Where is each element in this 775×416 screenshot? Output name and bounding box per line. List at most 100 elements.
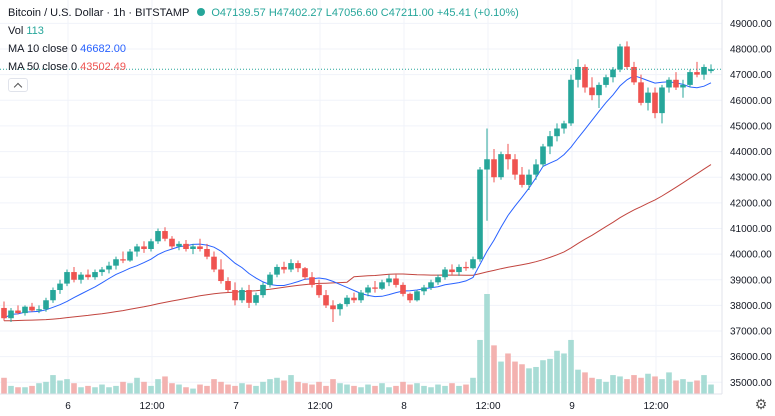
volume-bar	[78, 387, 84, 394]
volume-bar	[526, 368, 532, 394]
candle-body	[624, 46, 630, 67]
volume-bar	[519, 364, 525, 394]
y-tick-label: 36000.00	[730, 352, 772, 363]
volume-bar	[29, 385, 35, 394]
candle-body	[708, 69, 714, 72]
volume-bar	[260, 381, 266, 394]
volume-bar	[43, 381, 49, 394]
vol-label: Vol	[8, 25, 24, 37]
ma10-path	[3, 75, 712, 319]
ohlc-change: +45.41 (+0.10%)	[436, 7, 519, 19]
candle-body	[379, 282, 385, 289]
volume-bar	[610, 375, 616, 394]
x-tick-label: 9	[569, 401, 575, 412]
legend-vol-row[interactable]: Vol 113	[8, 22, 519, 40]
volume-bar	[183, 387, 189, 394]
volume-bar	[701, 375, 707, 394]
volume-bar	[673, 380, 679, 394]
volume-bar	[582, 372, 588, 394]
volume-bar	[596, 379, 602, 394]
candle-body	[519, 174, 525, 185]
candle-body	[141, 246, 147, 249]
candle-body	[449, 269, 455, 273]
legend-ma10-row[interactable]: MA 10 close 0 46682.00	[8, 40, 519, 58]
candle-body	[470, 259, 476, 269]
volume-bar	[274, 377, 280, 394]
volume-bar	[134, 377, 140, 394]
candle-body	[99, 269, 105, 273]
volume-bar	[589, 377, 595, 394]
candle-body	[638, 82, 644, 103]
candle-body	[302, 268, 308, 278]
candle-body	[372, 287, 378, 289]
volume-bar	[267, 379, 273, 394]
volume-bar	[617, 376, 623, 394]
volume-bar	[169, 383, 175, 394]
x-tick-label: 8	[401, 401, 407, 412]
candle-body	[232, 290, 238, 301]
candle-body	[456, 266, 462, 273]
candle-body	[246, 290, 252, 303]
candle-body	[554, 128, 560, 137]
volume-bar	[64, 379, 70, 394]
volume-bar	[491, 345, 497, 394]
candle-body	[281, 266, 287, 270]
volume-bar	[141, 381, 147, 394]
candle-body	[36, 309, 42, 311]
candle-body	[50, 290, 56, 301]
volume-bar	[246, 384, 252, 394]
candle-body	[645, 92, 651, 103]
volume-bar	[687, 381, 693, 394]
ma50-path	[3, 164, 712, 322]
candle-body	[505, 154, 511, 160]
candle-body	[631, 66, 637, 83]
candle-body	[127, 251, 133, 261]
y-tick-label: 47000.00	[730, 70, 772, 81]
volume-bar	[694, 380, 700, 394]
candle-body	[260, 284, 266, 296]
candle-body	[533, 164, 539, 175]
volume-bar	[316, 381, 322, 394]
candle-body	[694, 72, 700, 75]
volume-bar	[505, 353, 511, 394]
volume-bar	[253, 385, 259, 394]
volume-bar	[92, 387, 98, 394]
volume-bar	[652, 376, 658, 394]
candle-body	[92, 272, 98, 278]
candle-body	[575, 66, 581, 80]
candle-body	[561, 123, 567, 129]
candle-body	[414, 291, 420, 301]
candle-body	[666, 79, 672, 88]
candle-body	[211, 256, 217, 270]
candle-body	[344, 297, 350, 305]
candle-body	[680, 84, 686, 88]
candle-body	[547, 136, 553, 147]
candle-body	[589, 87, 595, 96]
symbol-title[interactable]: Bitcoin / U.S. Dollar · 1h · BITSTAMP	[8, 7, 190, 19]
legend-ma50-row[interactable]: MA 50 close 0 43502.49	[8, 58, 519, 76]
candle-body	[407, 293, 413, 301]
candle-body	[57, 283, 63, 291]
x-tick-label: 7	[233, 401, 239, 412]
volume-bar	[71, 383, 77, 394]
volume-bar	[575, 369, 581, 394]
volume-bar	[337, 383, 343, 394]
candle-body	[43, 300, 49, 310]
candle-body	[155, 231, 161, 242]
volume-bar	[281, 380, 287, 394]
y-tick-label: 40000.00	[730, 250, 772, 261]
candle-body	[134, 246, 140, 252]
ma50-line	[3, 164, 712, 322]
volume-bar	[120, 381, 126, 394]
volume-bar	[638, 377, 644, 394]
candle-body	[29, 306, 35, 311]
volume-bar	[330, 379, 336, 394]
volume-bar	[309, 384, 315, 394]
candle-body	[393, 278, 399, 285]
collapse-legend-icon[interactable]	[8, 78, 28, 92]
volume-bar	[148, 385, 154, 394]
gear-icon[interactable]: ⚙	[754, 396, 768, 412]
volume-bar	[435, 384, 441, 394]
